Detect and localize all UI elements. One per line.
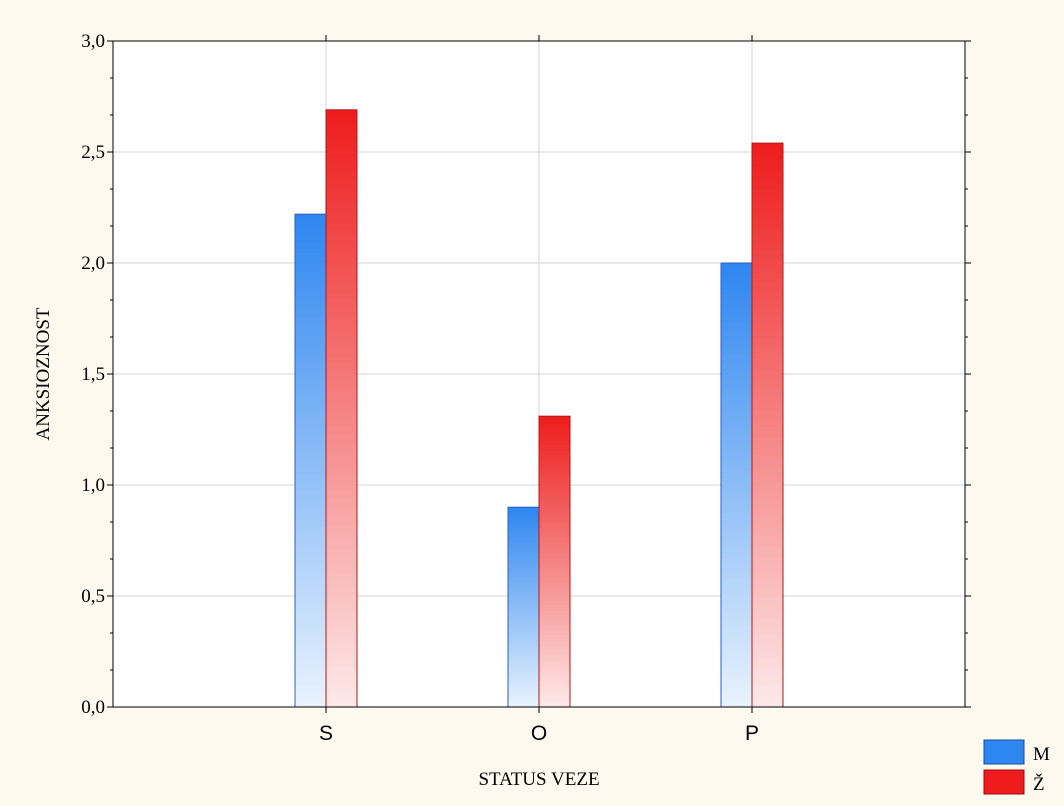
bars <box>294 109 784 708</box>
legend-swatch-m <box>983 739 1025 765</box>
bar-m-s <box>294 213 327 708</box>
bar-z-s <box>325 109 358 708</box>
bar-z-o <box>538 415 571 708</box>
y-tick-label: 0,5 <box>81 586 105 607</box>
bar-m-p <box>720 262 753 708</box>
y-tick-label: 1,5 <box>81 364 105 385</box>
x-tick-label: S <box>319 722 333 745</box>
bar-m-o <box>507 506 540 708</box>
y-axis-title: ANKSIOZNOST <box>33 307 54 440</box>
y-tick-label: 3,0 <box>81 31 105 52</box>
x-tick-label: O <box>531 722 547 745</box>
x-axis-title: STATUS VEZE <box>478 769 599 790</box>
legend-swatch-z <box>983 769 1025 795</box>
y-tick-label: 2,0 <box>81 253 105 274</box>
legend-label-z: Ž <box>1033 773 1045 795</box>
axis-ticks <box>107 35 971 713</box>
y-tick-label: 1,0 <box>81 475 105 496</box>
y-tick-label: 0,0 <box>81 697 105 718</box>
legend-label-m: M <box>1033 744 1050 765</box>
x-tick-label: P <box>745 722 759 745</box>
bar-z-p <box>751 142 784 708</box>
legend: M Ž <box>983 739 1050 795</box>
y-tick-labels: 0,0 0,5 1,0 1,5 2,0 2,5 3,0 <box>81 31 105 718</box>
y-tick-label: 2,5 <box>81 142 105 163</box>
